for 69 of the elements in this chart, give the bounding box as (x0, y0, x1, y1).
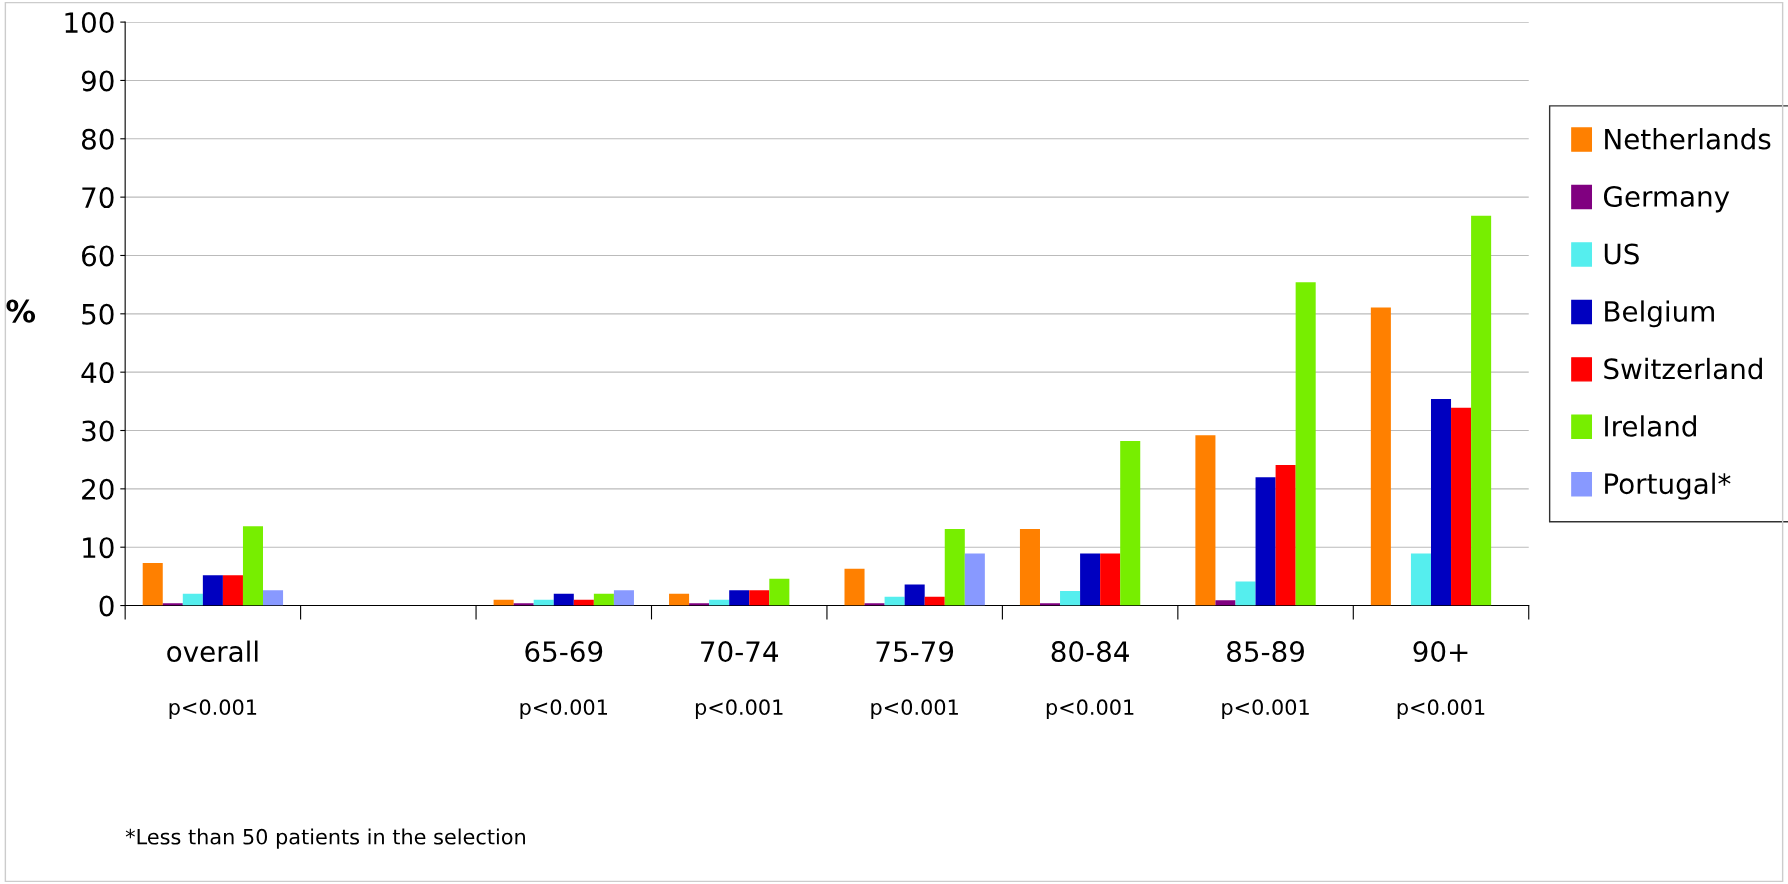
y-tick-label: 50 (82, 303, 114, 325)
bar (1120, 441, 1141, 606)
text: p<0.001 (871, 699, 958, 720)
bar (1100, 553, 1121, 606)
bar (669, 593, 690, 606)
bar (553, 593, 574, 606)
legend-label: US (1604, 243, 1639, 265)
text: p<0.001 (1222, 699, 1309, 720)
legend-label: Portugal* (1605, 472, 1731, 500)
y-tick-label: 0 (99, 595, 114, 617)
bar (944, 529, 965, 606)
x-tick-label: 65-69 (525, 641, 603, 663)
x-tick-label: 90+ (1413, 641, 1468, 663)
text: *Less than 50 patients in the selection (125, 828, 525, 849)
bar (769, 578, 790, 606)
y-tick-label: 30 (82, 420, 114, 442)
legend-label: Germany (1603, 185, 1730, 213)
bar (1410, 553, 1431, 606)
bar (1215, 600, 1236, 606)
bar (1195, 435, 1216, 606)
bar (1295, 282, 1316, 606)
x-tick-label: overall (167, 640, 258, 663)
y-tick-label: 60 (82, 245, 114, 267)
y-tick-label: 10 (83, 537, 114, 559)
bar (202, 575, 223, 606)
bar (593, 593, 614, 606)
y-tick-label: 100 (65, 12, 114, 34)
bar (1255, 477, 1276, 606)
x-tick-label: 80-84 (1051, 641, 1129, 663)
bar (749, 590, 770, 606)
x-tick-label: 75-79 (876, 641, 954, 663)
legend-label: Belgium (1605, 300, 1714, 328)
bar (1430, 399, 1452, 606)
y-tick-label: 90 (81, 70, 114, 92)
bar (1275, 464, 1296, 606)
bar (1019, 529, 1040, 606)
bar (1080, 553, 1101, 606)
bar (964, 553, 985, 606)
bar (1060, 590, 1081, 606)
bar (924, 596, 945, 606)
y-tick-label: 70 (82, 187, 114, 209)
bar (729, 590, 750, 606)
bar (1235, 581, 1256, 606)
bar (884, 596, 905, 606)
y-tick-label: 20 (82, 478, 114, 500)
text: p<0.001 (695, 699, 783, 720)
bar (1471, 215, 1492, 606)
bar (182, 593, 203, 606)
x-tick-label: 85-89 (1227, 641, 1304, 663)
bar (613, 590, 634, 606)
legend-label: Netherlands (1605, 128, 1771, 150)
y-tick-label: 80 (81, 128, 114, 150)
bar (222, 575, 243, 606)
bar (142, 562, 163, 606)
bar (844, 568, 865, 606)
bar (242, 526, 264, 606)
bar (263, 590, 284, 606)
bar (1370, 307, 1391, 606)
text: p<0.001 (520, 699, 608, 720)
bar (904, 584, 925, 606)
bar (1451, 407, 1472, 606)
text: p<0.001 (1046, 699, 1134, 720)
text: p<0.001 (1397, 699, 1485, 720)
y-tick-label: 40 (81, 362, 114, 384)
text: p<0.001 (169, 699, 257, 720)
legend-label: Switzerland (1604, 357, 1762, 380)
legend-label: Ireland (1605, 415, 1696, 437)
x-tick-label: 70-74 (701, 641, 779, 663)
y-axis-title: % (6, 299, 36, 323)
